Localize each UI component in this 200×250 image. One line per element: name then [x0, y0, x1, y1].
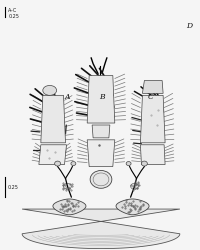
Ellipse shape [130, 183, 138, 189]
Ellipse shape [71, 162, 75, 166]
Polygon shape [87, 140, 114, 166]
Text: 0.25: 0.25 [7, 185, 18, 190]
Ellipse shape [63, 183, 71, 189]
Text: A–C: A–C [8, 8, 17, 13]
Polygon shape [53, 199, 86, 215]
Text: C: C [147, 93, 153, 101]
Text: 0.25: 0.25 [8, 14, 19, 19]
Polygon shape [115, 199, 148, 215]
Ellipse shape [54, 161, 60, 166]
Polygon shape [22, 209, 179, 248]
Polygon shape [140, 145, 164, 165]
Ellipse shape [43, 86, 56, 95]
Ellipse shape [126, 162, 130, 166]
Text: D: D [185, 22, 191, 30]
Polygon shape [92, 125, 109, 138]
Polygon shape [87, 76, 114, 123]
Text: B: B [98, 93, 104, 101]
Ellipse shape [90, 170, 111, 188]
Ellipse shape [141, 161, 147, 166]
Text: A: A [65, 93, 70, 101]
Polygon shape [140, 95, 164, 143]
Polygon shape [142, 80, 162, 93]
Polygon shape [41, 95, 65, 143]
Polygon shape [39, 145, 66, 165]
